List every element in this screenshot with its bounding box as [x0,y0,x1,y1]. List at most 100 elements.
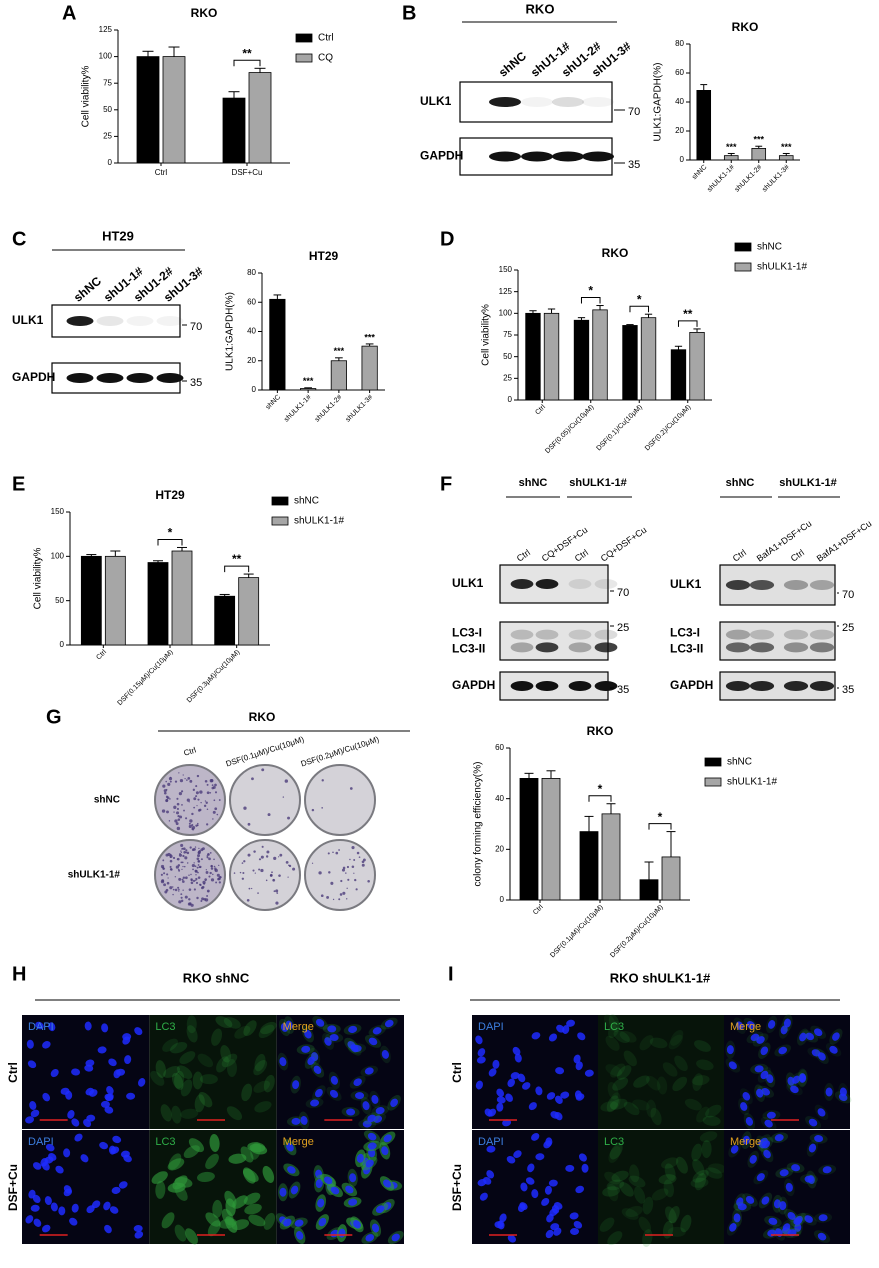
nucleus [506,1155,516,1164]
x-tick-label: DSF(0.1μM)/Cu(10μM) [549,904,604,959]
colony [321,807,323,809]
colony [168,776,173,781]
lc3-signal [604,1171,621,1185]
nucleus [479,1192,488,1201]
colony [320,894,324,898]
nucleus [116,1068,126,1076]
error-bar [142,50,154,57]
colony [177,818,181,821]
lc3-signal [684,1098,702,1111]
lc3-signal [244,1203,262,1215]
colony [212,818,214,820]
plate-column-label: DSF(0.1μM)/Cu(10μM) [225,735,306,769]
y-tick-label: 50 [503,352,512,361]
lc3-signal [174,1177,193,1188]
error-bar [644,861,654,880]
lc3-signal [610,1092,621,1110]
row-label: ULK1 [452,576,484,590]
lc3-signal [179,1051,196,1065]
x-tick-label: DSF(0.2μM)/Cu(10μM) [609,904,664,959]
channel-label: DAPI [478,1021,504,1033]
y-tick-label: 0 [60,640,65,649]
nucleus [756,1036,765,1044]
error-bar [219,593,230,597]
lc3-signal [662,1220,674,1239]
nucleus [118,1181,128,1189]
lc3-signal [616,1065,632,1080]
colony [199,790,203,794]
lc3-signal [602,1186,620,1197]
nucleus [329,1034,339,1042]
colony [197,864,200,866]
nucleus [50,1068,59,1078]
colony [254,872,256,874]
nucleus [805,1032,815,1041]
blot-band [552,151,584,162]
blot-group: shNC [726,477,755,489]
lc3-signal [223,1017,241,1029]
colony [176,807,179,811]
bar [136,56,160,164]
colony [172,886,174,888]
colony [354,878,357,882]
error-bar [254,67,266,73]
significance-bracket [580,297,601,304]
x-tick-label: Ctrl [95,648,108,661]
error-bar [700,84,708,91]
colony [196,805,198,807]
legend-swatch [704,777,722,787]
blot-band [521,97,553,107]
nucleus [726,1045,734,1055]
blot-band [594,629,618,640]
lc3-signal [610,1063,626,1078]
blot-band [749,681,775,691]
y-tick-label: 60 [247,297,256,306]
bar [543,312,560,401]
error-bar [365,343,374,347]
colony [189,779,193,783]
blot-band [489,97,521,107]
plates-header: RKO [249,710,276,724]
error-bar [273,294,282,300]
colony [346,865,350,869]
colony [188,898,191,901]
channel-label: DAPI [478,1136,504,1148]
nucleus [756,1173,765,1182]
nucleus [740,1102,748,1111]
lc3-signal [234,1025,251,1039]
colony [197,859,201,863]
colony [189,846,192,849]
bar [579,831,599,901]
lc3-signal [205,1153,219,1170]
significance-label: ** [683,307,693,321]
colony [162,859,165,862]
colony [212,873,214,876]
x-tick-label: shULK1-2# [314,394,344,424]
nucleus [507,1078,515,1088]
colony [328,871,331,874]
lc3-signal [228,1153,247,1164]
colony [181,878,184,881]
lc3-signal [623,1101,640,1116]
nucleus [476,1056,486,1064]
nucleus [367,1114,376,1123]
bar [751,147,767,161]
error-bar [693,328,701,333]
nucleus [475,1080,484,1090]
nucleus [553,1202,563,1210]
blot-band [535,629,559,640]
micrograph [598,1130,724,1244]
nucleus [575,1185,585,1194]
lc3-signal [701,1140,712,1159]
lc3-signal [611,1170,629,1182]
y-tick-label: 40 [495,794,504,803]
blot-band [809,681,835,691]
nucleus [26,1039,34,1049]
colony [164,890,168,894]
nucleus [555,1095,563,1104]
nucleus [728,1061,737,1070]
panel-letter: I [448,963,454,985]
lc3-signal [225,1198,236,1217]
colony [194,846,197,848]
nucleus [729,1223,737,1232]
